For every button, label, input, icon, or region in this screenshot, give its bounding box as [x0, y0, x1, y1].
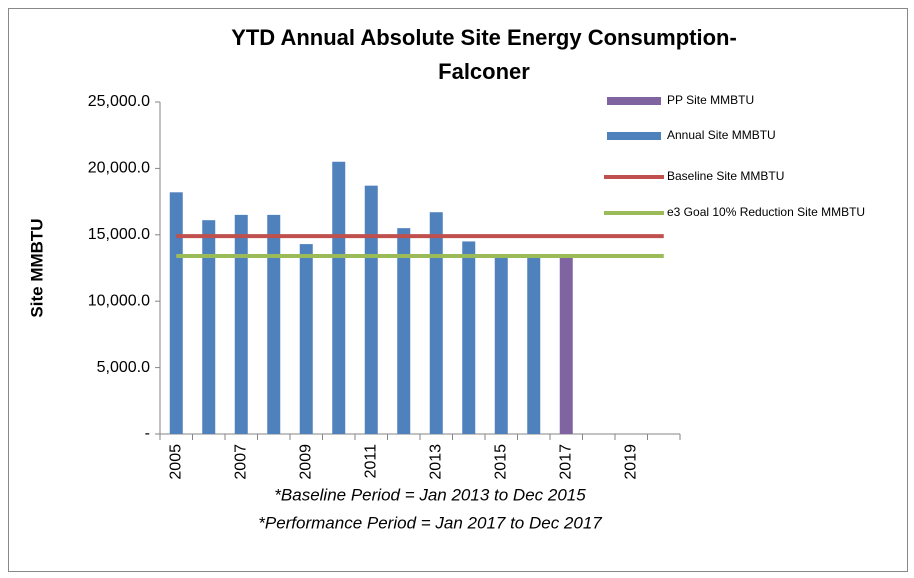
- y-tick-label: 5,000.0: [97, 359, 150, 376]
- y-tick-label: 10,000.0: [88, 292, 150, 309]
- bar: [559, 256, 573, 434]
- x-tick-label: 2009: [297, 444, 314, 480]
- bar: [332, 161, 346, 434]
- legend-label: PP Site MMBTU: [667, 93, 754, 107]
- bar: [429, 212, 443, 434]
- x-tick-label: 2011: [362, 444, 379, 479]
- bar: [494, 257, 508, 434]
- bar: [202, 220, 216, 434]
- legend-swatch: [607, 132, 661, 140]
- x-tick-label: 2019: [622, 444, 639, 480]
- bar: [169, 192, 183, 434]
- chart-title: Falconer: [438, 59, 530, 84]
- y-tick-label: 15,000.0: [88, 226, 150, 243]
- bar: [234, 214, 248, 434]
- annotation: *Performance Period = Jan 2017 to Dec 20…: [258, 513, 602, 532]
- bar: [397, 228, 411, 434]
- y-tick-label: 25,000.0: [88, 93, 150, 110]
- bar: [527, 257, 541, 434]
- legend-swatch: [607, 97, 661, 105]
- bar: [299, 244, 313, 434]
- bar: [462, 241, 476, 434]
- chart-title: YTD Annual Absolute Site Energy Consumpt…: [231, 25, 737, 50]
- bar: [267, 214, 281, 434]
- annotation: *Baseline Period = Jan 2013 to Dec 2015: [274, 485, 586, 504]
- x-tick-label: 2007: [232, 444, 249, 480]
- legend-label: Annual Site MMBTU: [667, 128, 776, 142]
- x-tick-label: 2005: [167, 444, 184, 480]
- y-axis-label: Site MMBTU: [27, 218, 46, 317]
- legend-label: e3 Goal 10% Reduction Site MMBTU: [667, 205, 865, 219]
- x-tick-label: 2013: [427, 444, 444, 480]
- legend-label: Baseline Site MMBTU: [667, 169, 784, 183]
- x-tick-label: 2015: [492, 444, 509, 480]
- y-tick-label: -: [145, 425, 150, 442]
- y-tick-label: 20,000.0: [88, 160, 150, 177]
- bar: [364, 185, 378, 434]
- x-tick-label: 2017: [557, 444, 574, 480]
